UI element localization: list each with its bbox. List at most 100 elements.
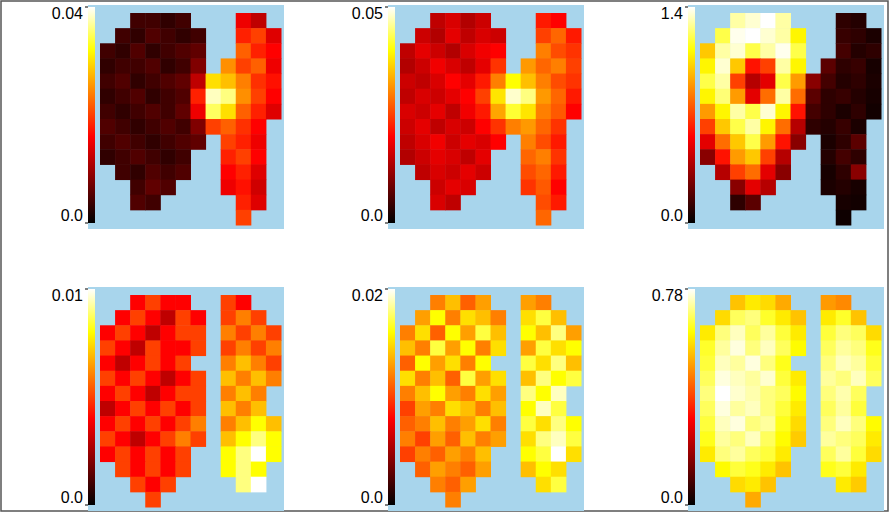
cell <box>460 58 476 74</box>
cell <box>836 104 852 120</box>
cell <box>566 58 582 74</box>
cell <box>251 431 267 447</box>
cell <box>191 74 207 90</box>
cell <box>460 431 476 447</box>
cell <box>445 416 461 432</box>
cell <box>251 43 267 59</box>
cell <box>236 119 252 135</box>
cell <box>760 340 776 356</box>
cell <box>745 462 761 478</box>
cell <box>236 195 252 211</box>
cell <box>160 43 176 59</box>
color-bar-tick <box>685 7 688 8</box>
cell <box>730 446 746 462</box>
cell <box>760 462 776 478</box>
cell <box>566 416 582 432</box>
cell <box>115 149 131 165</box>
cell <box>745 43 761 59</box>
cell <box>475 164 491 180</box>
cell <box>715 28 731 44</box>
cell <box>130 325 146 341</box>
cell <box>491 386 507 402</box>
cell <box>206 74 222 90</box>
cell <box>130 446 146 462</box>
color-bar-tick <box>685 223 688 224</box>
cell <box>551 310 567 326</box>
cell <box>251 104 267 120</box>
cell <box>730 371 746 387</box>
cell <box>551 180 567 196</box>
cell <box>851 310 867 326</box>
cell <box>791 310 807 326</box>
cell <box>236 74 252 90</box>
cell <box>730 477 746 493</box>
cell <box>145 74 161 90</box>
cell <box>536 386 552 402</box>
cell <box>551 371 567 387</box>
cell <box>160 28 176 44</box>
cell <box>521 386 537 402</box>
cell <box>400 104 416 120</box>
cell <box>175 119 191 135</box>
cell <box>130 295 146 311</box>
cell <box>100 43 116 59</box>
color-bar <box>388 289 395 505</box>
cell <box>160 149 176 165</box>
cell <box>821 446 837 462</box>
panel-background <box>88 5 284 229</box>
cell <box>251 340 267 356</box>
cell <box>130 431 146 447</box>
cell <box>866 58 882 74</box>
cell <box>821 164 837 180</box>
cell <box>130 371 146 387</box>
cell <box>160 371 176 387</box>
cell <box>266 431 282 447</box>
cell <box>821 401 837 417</box>
cell <box>175 74 191 90</box>
cell <box>160 325 176 341</box>
cell <box>730 58 746 74</box>
cell <box>460 43 476 59</box>
lung-map <box>400 13 582 226</box>
cell <box>145 386 161 402</box>
cell <box>821 134 837 150</box>
cell <box>191 416 207 432</box>
cell <box>191 401 207 417</box>
cell <box>745 13 761 29</box>
cell <box>566 89 582 105</box>
cell <box>400 43 416 59</box>
cell <box>851 58 867 74</box>
cell <box>191 310 207 326</box>
cell <box>521 416 537 432</box>
cell <box>506 74 522 90</box>
cell <box>266 356 282 372</box>
cell <box>460 386 476 402</box>
cell <box>415 310 431 326</box>
cell <box>175 371 191 387</box>
cell <box>536 431 552 447</box>
cell <box>730 195 746 211</box>
cell <box>221 74 237 90</box>
cell <box>100 431 116 447</box>
cell <box>491 58 507 74</box>
cell <box>730 180 746 196</box>
cell <box>460 164 476 180</box>
cell <box>836 134 852 150</box>
cell <box>430 89 446 105</box>
color-bar-label: 0.02 <box>352 287 383 304</box>
cell <box>160 89 176 105</box>
cell <box>221 340 237 356</box>
cell <box>251 74 267 90</box>
cell <box>836 462 852 478</box>
cell <box>851 119 867 135</box>
cell <box>266 340 282 356</box>
cell <box>851 134 867 150</box>
cell <box>221 180 237 196</box>
cell <box>760 310 776 326</box>
cell <box>791 340 807 356</box>
cell <box>821 180 837 196</box>
cell <box>821 104 837 120</box>
cell <box>566 43 582 59</box>
cell <box>491 28 507 44</box>
cell <box>130 89 146 105</box>
